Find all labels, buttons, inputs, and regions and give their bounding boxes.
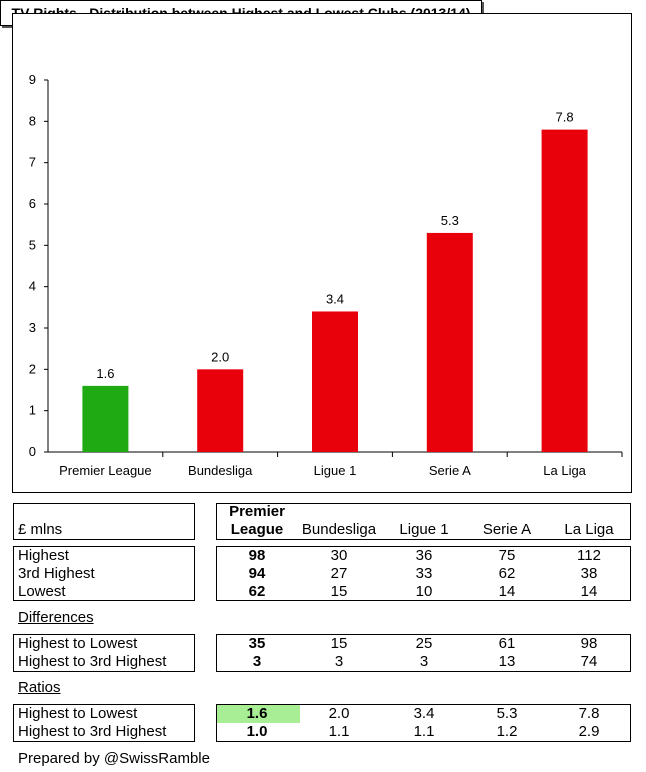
values-row-label: 3rd Highest (18, 565, 95, 582)
values-cell: 27 (330, 565, 348, 582)
values-cell: 112 (577, 547, 601, 564)
differences-cell: 98 (580, 635, 598, 652)
values-cell: 14 (580, 583, 598, 600)
bar-serie-a (426, 232, 473, 452)
y-tick-label: 7 (29, 155, 36, 170)
differences-cell: 74 (580, 653, 598, 670)
ratios-label-box (13, 704, 195, 742)
unit-header-box (13, 503, 195, 540)
ratios-cell: 1.1 (328, 723, 350, 740)
ratios-cell: 1.0 (246, 723, 268, 740)
values-cell: 75 (498, 547, 516, 564)
ratios-cell: 5.3 (496, 705, 518, 722)
col-header-premier-line1: Premier (229, 503, 285, 520)
ratios-cell: 2.0 (328, 705, 350, 722)
y-tick-label: 6 (29, 196, 36, 211)
ratios-cell: 2.9 (578, 723, 600, 740)
differences-cell: 25 (415, 635, 433, 652)
values-data-box (216, 546, 631, 601)
ratios-cell: 7.8 (578, 705, 600, 722)
x-category-label: Ligue 1 (314, 463, 357, 478)
y-tick-label: 8 (29, 113, 36, 128)
bar-value-label: 5.3 (441, 213, 459, 228)
col-header-ligue1: Ligue 1 (399, 521, 449, 538)
y-tick-label: 1 (29, 403, 36, 418)
bar-value-label: 1.6 (96, 366, 114, 381)
ratio-highlight-cell (217, 705, 300, 723)
x-category-label: La Liga (543, 463, 586, 478)
differences-cell: 61 (498, 635, 516, 652)
x-category-label: Serie A (429, 463, 471, 478)
y-tick-label: 0 (29, 444, 36, 459)
y-tick-label: 9 (29, 72, 36, 87)
differences-row-label: Highest to Lowest (18, 635, 138, 652)
values-cell: 36 (415, 547, 433, 564)
unit-label: £ mlns (18, 521, 63, 538)
differences-title: Differences (18, 609, 94, 626)
y-tick-label: 3 (29, 320, 36, 335)
differences-cell: 35 (248, 635, 266, 652)
differences-label-box (13, 634, 195, 672)
col-header-seriea: Serie A (482, 521, 532, 538)
bar-value-label: 7.8 (556, 110, 574, 125)
values-cell: 33 (415, 565, 433, 582)
values-cell: 98 (248, 547, 266, 564)
ratios-cell: 1.1 (413, 723, 435, 740)
values-row-label: Lowest (18, 583, 66, 600)
bar-la-liga (541, 129, 588, 452)
values-label-box (13, 546, 195, 601)
ratios-cell: 1.6 (246, 705, 268, 722)
col-header-bundesliga: Bundesliga (301, 521, 377, 538)
differences-data-box (216, 634, 631, 672)
x-category-label: Premier League (59, 463, 152, 478)
values-cell: 30 (330, 547, 348, 564)
column-header-box (216, 503, 631, 540)
x-category-label: Bundesliga (188, 463, 253, 478)
footer-credit: Prepared by @SwissRamble (18, 750, 210, 767)
values-cell: 62 (248, 583, 266, 600)
ratios-title: Ratios (18, 679, 61, 696)
bar-bundesliga (197, 369, 244, 452)
values-cell: 14 (498, 583, 516, 600)
y-tick-label: 4 (29, 279, 36, 294)
bar-premier-league (82, 385, 129, 452)
bar-value-label: 2.0 (211, 349, 229, 364)
ratios-row-label: Highest to 3rd Highest (18, 723, 167, 740)
bar-ligue-1 (312, 311, 358, 452)
ratios-cell: 1.2 (496, 723, 518, 740)
bar-chart: 0 1 2 3 4 5 6 7 8 9 1.6 Premier League 2.0 Bundesliga… (29, 72, 623, 478)
ratios-row-label: Highest to Lowest (18, 705, 138, 722)
differences-cell: 3 (419, 653, 429, 670)
y-tick-label: 5 (29, 237, 36, 252)
values-row-label: Highest (18, 547, 69, 564)
values-cell: 62 (498, 565, 516, 582)
differences-row-label: Highest to 3rd Highest (18, 653, 167, 670)
values-cell: 15 (330, 583, 348, 600)
ratios-cell: 3.4 (413, 705, 435, 722)
col-header-premier-line2: League (230, 521, 284, 538)
values-cell: 10 (415, 583, 433, 600)
y-tick-label: 2 (29, 361, 36, 376)
differences-cell: 3 (334, 653, 344, 670)
values-cell: 38 (580, 565, 598, 582)
differences-cell: 3 (252, 653, 262, 670)
values-cell: 94 (248, 565, 266, 582)
differences-cell: 13 (498, 653, 516, 670)
col-header-laliga: La Liga (564, 521, 614, 538)
bar-value-label: 3.4 (326, 291, 344, 306)
differences-cell: 15 (330, 635, 348, 652)
